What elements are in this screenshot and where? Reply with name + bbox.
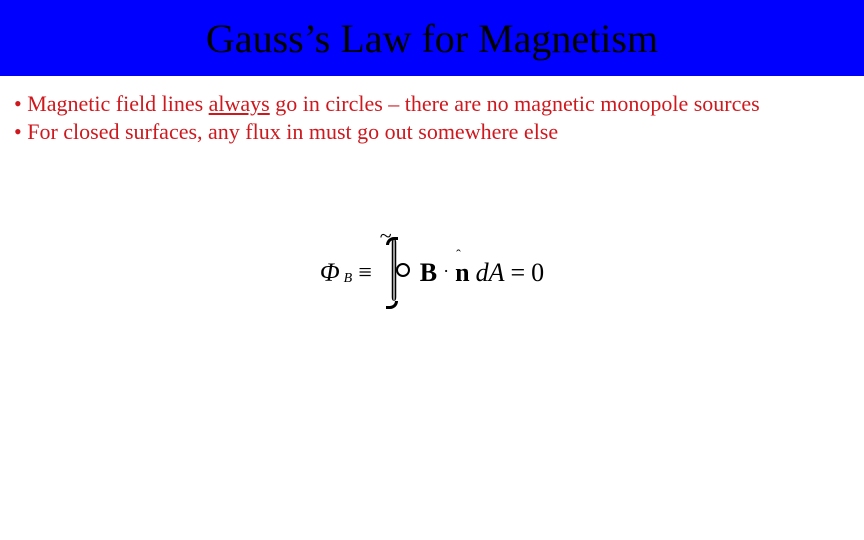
integral-bottom-hook-icon bbox=[386, 301, 398, 309]
symbol-dA: dA bbox=[476, 258, 505, 288]
title-bar: Gauss’s Law for Magnetism bbox=[0, 0, 864, 76]
bullet-text-post: go in circles – there are no magnetic mo… bbox=[270, 91, 760, 116]
symbol-equals: = bbox=[510, 258, 525, 288]
tilde-icon: ~ bbox=[380, 223, 392, 249]
bullet-text-underlined: always bbox=[209, 91, 270, 116]
symbol-equiv: ≡ bbox=[358, 260, 372, 287]
symbol-sub-b: B bbox=[344, 271, 353, 287]
symbol-zero: 0 bbox=[531, 258, 544, 288]
slide-body: • Magnetic field lines always go in circ… bbox=[0, 76, 864, 301]
bullet-marker: • bbox=[14, 119, 27, 144]
hat-icon: ˆ bbox=[456, 248, 461, 264]
gauss-magnetism-equation: ΦB ≡ ~ B · ˆ n dA = 0 bbox=[320, 245, 544, 301]
slide: Gauss’s Law for Magnetism • Magnetic fie… bbox=[0, 0, 864, 540]
equation-container: ΦB ≡ ~ B · ˆ n dA = 0 bbox=[14, 245, 850, 301]
bullet-item: • Magnetic field lines always go in circ… bbox=[14, 90, 850, 118]
integral-loop-icon bbox=[396, 263, 410, 277]
closed-integral-icon: ~ bbox=[378, 245, 414, 301]
symbol-dot: · bbox=[443, 261, 449, 282]
symbol-phi: Φ bbox=[320, 258, 340, 288]
bullet-marker: • bbox=[14, 91, 27, 116]
bullet-text-pre: Magnetic field lines bbox=[27, 91, 208, 116]
symbol-b-vector: B bbox=[420, 258, 437, 288]
slide-title: Gauss’s Law for Magnetism bbox=[206, 15, 658, 62]
symbol-n-hat: ˆ n bbox=[455, 258, 469, 288]
bullet-text-pre: For closed surfaces, any flux in must go… bbox=[27, 119, 558, 144]
bullet-item: • For closed surfaces, any flux in must … bbox=[14, 118, 850, 146]
